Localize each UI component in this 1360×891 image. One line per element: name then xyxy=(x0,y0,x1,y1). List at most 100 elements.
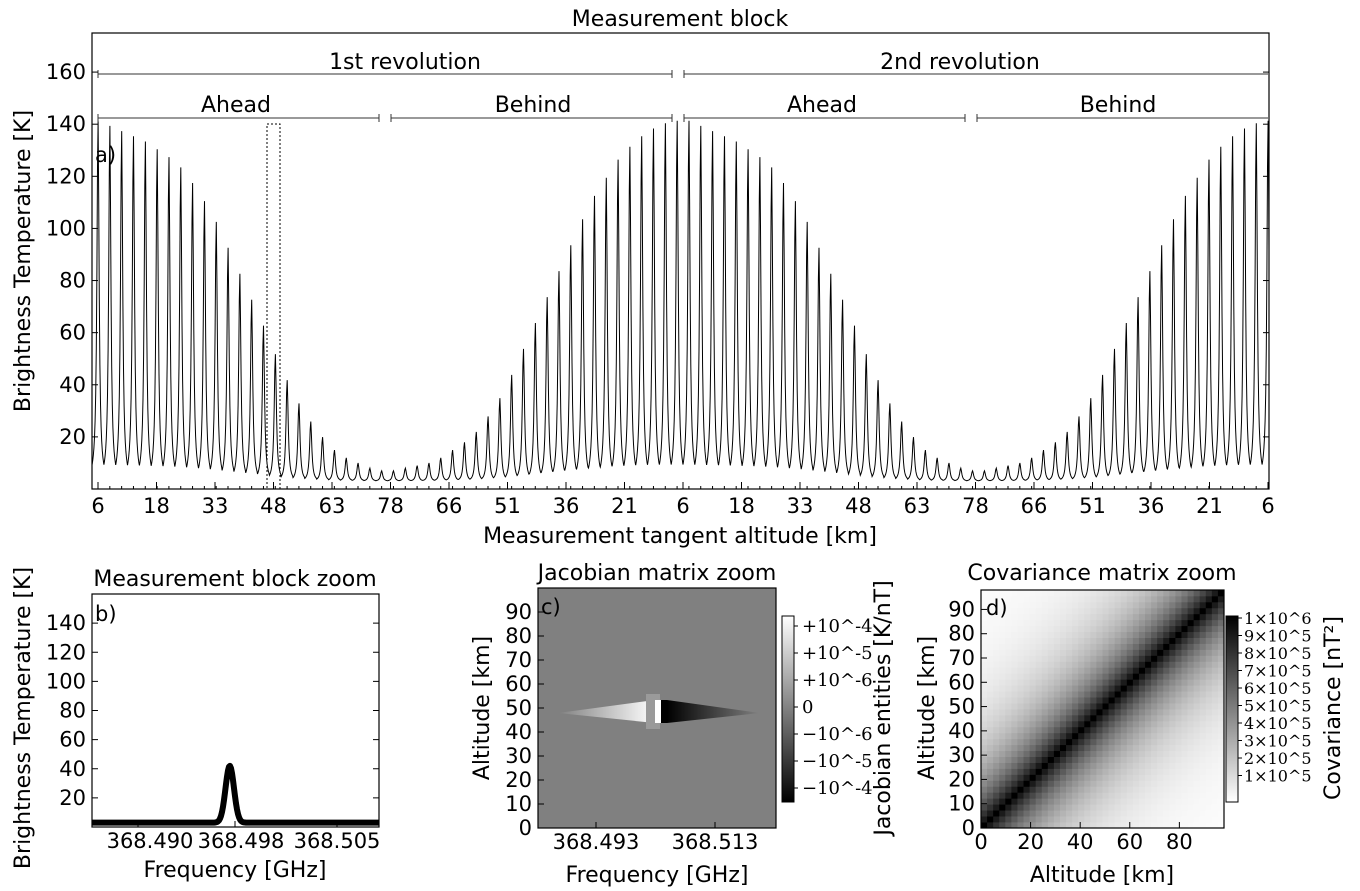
covariance-cell xyxy=(1102,804,1109,811)
covariance-cell xyxy=(1181,768,1188,775)
covariance-cell xyxy=(1217,786,1224,793)
covariance-cell xyxy=(993,744,1000,752)
covariance-cell xyxy=(1084,679,1091,686)
covariance-cell xyxy=(1053,685,1061,692)
covariance-cell xyxy=(1047,744,1055,752)
covariance-cell xyxy=(1005,762,1012,769)
covariance-cell xyxy=(1005,595,1012,603)
covariance-cell xyxy=(993,750,1000,757)
covariance-cell xyxy=(1072,691,1079,698)
covariance-cell xyxy=(993,625,1000,633)
covariance-cell xyxy=(999,679,1006,686)
covariance-cell xyxy=(1151,744,1158,752)
panel-a-xlabel: Measurement tangent altitude [km] xyxy=(483,524,877,549)
covariance-cell xyxy=(1011,774,1018,781)
covariance-cell xyxy=(1023,762,1030,769)
covariance-cell xyxy=(987,655,994,662)
covariance-cell xyxy=(1163,703,1170,710)
covariance-cell xyxy=(1205,643,1213,650)
covariance-cell xyxy=(1090,655,1097,662)
covariance-cell xyxy=(1163,714,1170,722)
panel-d-xtick: 60 xyxy=(1116,830,1143,854)
covariance-cell xyxy=(1102,643,1109,650)
panel-a-xtick: 21 xyxy=(611,494,638,518)
covariance-cell xyxy=(1017,756,1024,763)
covariance-cell xyxy=(1151,679,1158,686)
covariance-cell xyxy=(1169,709,1176,716)
covariance-cell xyxy=(1187,750,1195,757)
covariance-cell xyxy=(1114,792,1122,799)
panel-d-ytick: 70 xyxy=(948,646,975,670)
covariance-cell xyxy=(1211,774,1219,781)
covariance-cell xyxy=(1114,637,1122,644)
covariance-cell xyxy=(1151,643,1158,650)
covariance-cell xyxy=(1108,768,1116,775)
covariance-cell xyxy=(1126,649,1134,656)
covariance-cell xyxy=(1005,590,1012,597)
covariance-cell xyxy=(1132,637,1140,644)
covariance-cell xyxy=(1169,691,1176,698)
covariance-cell xyxy=(1157,703,1164,710)
covariance-cell xyxy=(1108,673,1116,680)
covariance-cell xyxy=(1145,590,1152,597)
panel-b-ytick: 140 xyxy=(46,611,86,635)
covariance-cell xyxy=(1169,613,1176,621)
covariance-cell xyxy=(1017,590,1024,597)
covariance-cell xyxy=(1011,595,1018,603)
covariance-cell xyxy=(1217,762,1224,769)
covariance-cell xyxy=(1169,590,1176,597)
covariance-cell xyxy=(1151,816,1158,823)
covariance-cell xyxy=(999,822,1006,828)
covariance-cell xyxy=(1078,798,1085,805)
covariance-cell xyxy=(1205,661,1213,668)
covariance-cell xyxy=(1102,738,1109,746)
covariance-cell xyxy=(1211,768,1219,775)
covariance-cell xyxy=(1108,709,1116,716)
covariance-cell xyxy=(1096,667,1103,674)
covariance-cell xyxy=(1041,798,1049,805)
covariance-cell xyxy=(1084,774,1091,781)
covariance-cell xyxy=(1193,637,1201,644)
covariance-cell xyxy=(1059,637,1067,644)
covariance-cell xyxy=(1078,774,1085,781)
covariance-cell xyxy=(1181,631,1188,638)
panel-a-ytick: 20 xyxy=(59,425,86,449)
covariance-cell xyxy=(1096,714,1103,722)
covariance-cell xyxy=(1132,810,1140,817)
covariance-cell xyxy=(987,744,994,752)
covariance-cell xyxy=(1066,590,1073,597)
covariance-cell xyxy=(1217,613,1224,621)
covariance-cell xyxy=(1078,816,1085,823)
covariance-cell xyxy=(999,732,1006,740)
panel-c: Jacobian matrix zoom c) 0102030405060708… xyxy=(470,561,896,888)
covariance-cell xyxy=(1005,768,1012,775)
covariance-cell xyxy=(1023,697,1030,704)
covariance-cell xyxy=(1066,792,1073,799)
covariance-cell xyxy=(1029,709,1037,716)
covariance-cell xyxy=(1053,720,1061,728)
covariance-cell xyxy=(1072,798,1079,805)
covariance-cell xyxy=(1217,625,1224,633)
covariance-cell xyxy=(1157,744,1164,752)
covariance-cell xyxy=(1102,667,1109,674)
covariance-cell xyxy=(1151,649,1158,656)
covariance-cell xyxy=(1035,673,1043,680)
covariance-cell xyxy=(1126,810,1134,817)
covariance-cell xyxy=(987,762,994,769)
covariance-cell xyxy=(1053,810,1061,817)
covariance-cell xyxy=(1047,667,1055,674)
covariance-cell xyxy=(981,714,988,722)
covariance-cell xyxy=(999,673,1006,680)
covariance-cell xyxy=(1211,810,1219,817)
covariance-cell xyxy=(1047,601,1055,609)
covariance-cell xyxy=(1163,667,1170,674)
covariance-cell xyxy=(1011,655,1018,662)
covariance-cell xyxy=(1157,685,1164,692)
covariance-cell xyxy=(1047,703,1055,710)
covariance-cell xyxy=(993,804,1000,811)
covariance-cell xyxy=(1005,697,1012,704)
covariance-cell xyxy=(1163,685,1170,692)
covariance-cell xyxy=(1108,744,1116,752)
covariance-cell xyxy=(1205,655,1213,662)
covariance-cell xyxy=(1023,691,1030,698)
